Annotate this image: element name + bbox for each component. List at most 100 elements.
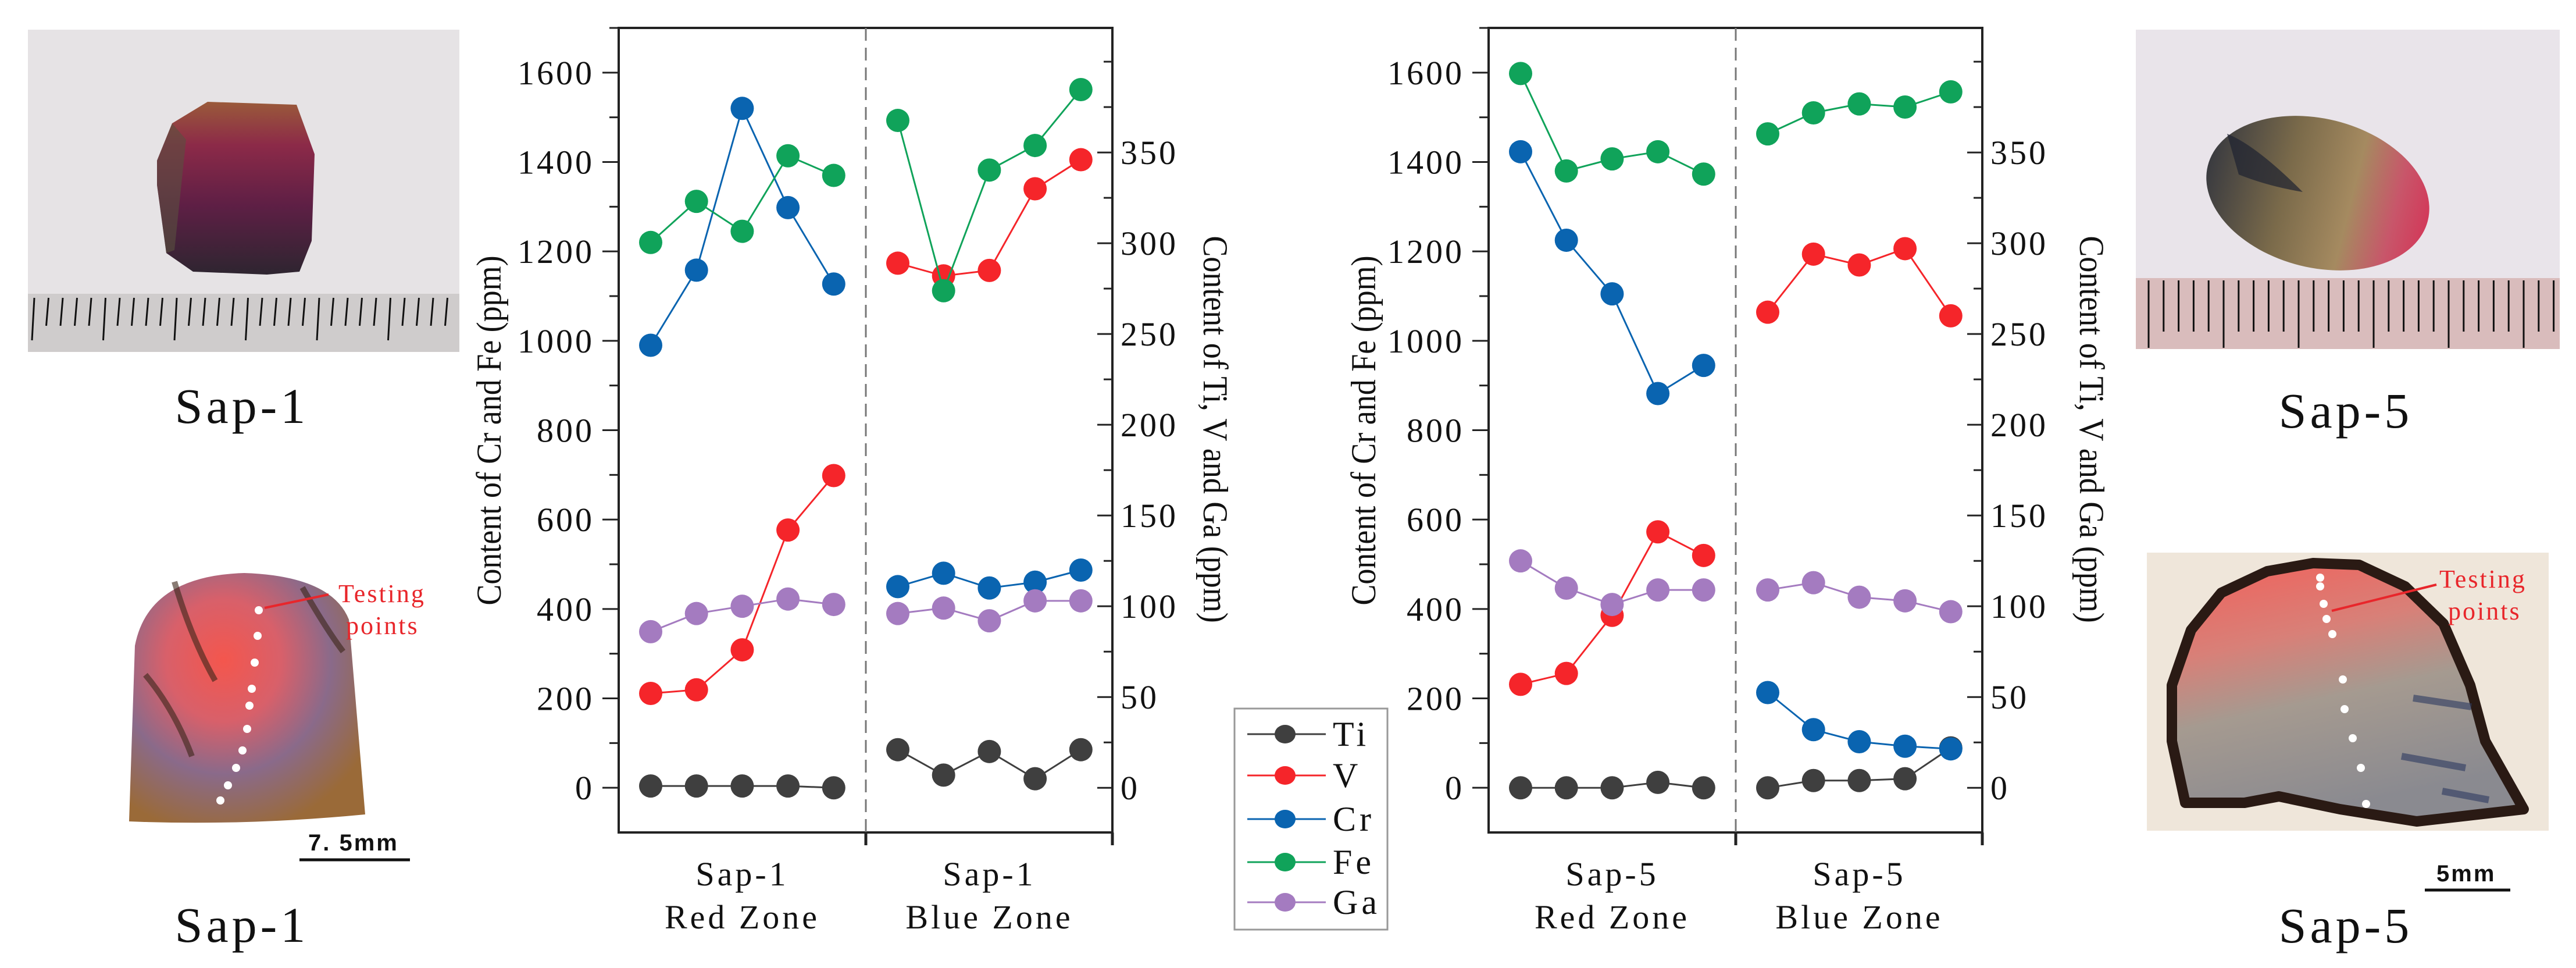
data-point-fe xyxy=(730,219,754,243)
testing-point xyxy=(243,725,251,733)
testing-point xyxy=(2340,705,2349,713)
testing-point xyxy=(2339,675,2347,684)
data-point-ga xyxy=(1600,593,1624,617)
data-point-v xyxy=(1069,148,1093,172)
data-point-fe xyxy=(1023,134,1047,158)
data-point-cr xyxy=(1801,718,1825,742)
data-point-ga xyxy=(1801,571,1825,595)
data-point-cr xyxy=(1600,282,1624,306)
right-y-tick-label: 350 xyxy=(1121,134,1178,172)
ruler-tick xyxy=(430,297,434,326)
data-point-fe xyxy=(1801,101,1825,124)
ruler-tick xyxy=(344,297,349,326)
data-point-v xyxy=(684,678,708,702)
left-y-tick-label: 1400 xyxy=(518,144,594,182)
category-label-zone: Red Zone xyxy=(1535,898,1690,936)
sap1-crystal-label: Sap-1 xyxy=(175,378,309,434)
left-y-tick-label: 0 xyxy=(1445,769,1464,807)
ruler-tick xyxy=(31,297,35,341)
left-y-tick-label: 1600 xyxy=(1387,54,1464,92)
ruler-tick xyxy=(259,297,263,326)
data-point-ga xyxy=(639,620,662,643)
data-point-fe xyxy=(977,158,1001,182)
sap1-gem xyxy=(157,102,315,275)
left-y-tick-label: 200 xyxy=(537,680,594,718)
data-point-v xyxy=(1554,661,1578,685)
data-point-ti xyxy=(776,774,800,798)
data-point-ti xyxy=(730,774,754,798)
data-point-ga xyxy=(1509,549,1532,573)
data-point-v xyxy=(1756,300,1779,324)
data-point-cr xyxy=(1069,558,1093,582)
data-point-cr xyxy=(1847,730,1871,754)
right-y-axis-title: Content of Ti, V and Ga (ppm) xyxy=(2072,236,2110,622)
ruler-tick xyxy=(216,297,220,326)
right-y-tick-label: 300 xyxy=(1990,225,2048,262)
ruler-tick xyxy=(245,297,249,341)
data-point-ga xyxy=(977,609,1001,633)
ruler-tick xyxy=(287,297,292,326)
data-point-v xyxy=(886,251,909,275)
data-point-ti xyxy=(1756,776,1779,800)
left-y-tick-label: 1200 xyxy=(1387,233,1464,271)
data-point-cr xyxy=(776,195,800,219)
testing-point xyxy=(251,659,259,667)
legend-marker-ga xyxy=(1275,893,1296,912)
data-point-ti xyxy=(1069,738,1093,761)
data-point-fe xyxy=(684,190,708,213)
right-y-tick-label: 150 xyxy=(1990,497,2048,535)
testing-points xyxy=(216,606,263,805)
legend-label-ti: Ti xyxy=(1333,715,1369,753)
legend-label-fe: Fe xyxy=(1333,843,1375,881)
data-point-ti xyxy=(886,738,909,761)
data-point-ti xyxy=(1023,767,1047,791)
testing-points xyxy=(2316,574,2370,808)
testing-point xyxy=(216,796,224,805)
data-point-fe xyxy=(1509,62,1532,86)
left-y-tick-label: 600 xyxy=(1407,501,1464,539)
data-point-ti xyxy=(684,774,708,798)
annotation-leader xyxy=(264,593,329,609)
data-point-cr xyxy=(639,333,662,357)
data-point-ti xyxy=(1801,768,1825,792)
testing-point xyxy=(238,746,247,755)
data-point-fe xyxy=(1847,92,1871,116)
data-point-cr xyxy=(886,575,909,599)
ruler xyxy=(28,294,459,352)
data-point-fe xyxy=(1692,162,1715,186)
ruler-tick xyxy=(273,297,277,326)
data-point-cr xyxy=(1692,354,1715,378)
category-label-sample: Sap-1 xyxy=(943,855,1036,893)
data-point-ti xyxy=(1646,770,1670,794)
slice-streaks xyxy=(2400,695,2490,803)
data-point-ga xyxy=(1939,600,1963,624)
data-point-cr xyxy=(822,272,845,296)
right-y-tick-label: 250 xyxy=(1990,315,2048,353)
sap5-slice xyxy=(2167,558,2529,827)
data-point-cr xyxy=(1646,382,1670,405)
testing-point xyxy=(2316,582,2324,590)
data-point-fe xyxy=(932,279,955,302)
data-point-ga xyxy=(684,602,708,625)
sap5-slice-photo xyxy=(2147,553,2549,831)
data-point-ti xyxy=(822,776,845,800)
ruler-ticks xyxy=(31,297,448,341)
category-label-zone: Blue Zone xyxy=(1775,898,1943,936)
ruler-tick xyxy=(116,297,121,326)
data-point-fe xyxy=(822,163,845,187)
right-y-tick-label: 200 xyxy=(1990,406,2048,444)
data-point-ga xyxy=(1692,578,1715,602)
testing-point xyxy=(2357,764,2365,772)
sap1-annotation-line2: points xyxy=(346,611,419,640)
data-point-cr xyxy=(684,258,708,282)
data-point-fe xyxy=(776,144,800,168)
data-point-fe xyxy=(1893,95,1917,119)
left-y-tick-label: 1400 xyxy=(1387,144,1464,182)
ruler-tick xyxy=(173,297,178,341)
data-point-ti xyxy=(1847,768,1871,792)
ruler-tick xyxy=(373,297,377,326)
legend-marker-fe xyxy=(1275,853,1296,871)
right-y-tick-label: 100 xyxy=(1990,588,2048,625)
data-point-v xyxy=(1509,672,1532,696)
ruler-tick xyxy=(302,297,306,326)
